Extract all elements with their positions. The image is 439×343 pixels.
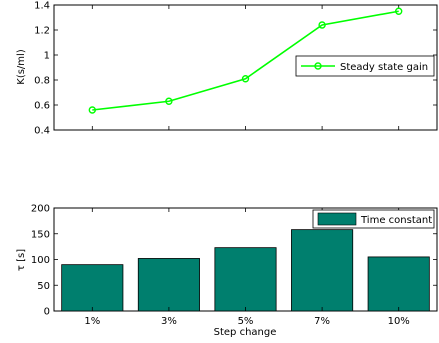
- x-tick-label: 1%: [84, 316, 100, 327]
- bar: [291, 229, 354, 312]
- series-steady-state-gain: [88, 7, 403, 114]
- data-point: [165, 97, 173, 105]
- legend-swatch: [317, 212, 357, 226]
- data-point: [88, 106, 97, 114]
- data-point: [318, 21, 326, 29]
- bar: [137, 258, 200, 312]
- y-tick-label: 200: [31, 204, 50, 215]
- legend: Steady state gain: [295, 55, 435, 77]
- data-point: [395, 7, 403, 15]
- y-tick-label: 1: [44, 51, 50, 62]
- legend-label: Time constant: [360, 215, 432, 226]
- x-axis: [91, 5, 400, 130]
- series-line: [92, 10, 399, 111]
- y-tick-label: 0.6: [34, 101, 50, 112]
- y-tick-label: 1.4: [34, 1, 50, 12]
- x-tick-label: 3%: [161, 316, 177, 327]
- data-point: [241, 75, 250, 83]
- legend: Time constant: [312, 209, 435, 229]
- y-tick-label: 1.2: [34, 26, 50, 37]
- x-tick-label: 5%: [238, 316, 254, 327]
- x-tick-label: 10%: [388, 316, 410, 327]
- y-axis-label: K(s/ml): [16, 49, 27, 85]
- y-axis: 0 50 100 150 200: [31, 204, 437, 318]
- y-tick-label: 0: [44, 307, 50, 318]
- y-axis-label: τ [s]: [16, 249, 27, 271]
- x-tick-label: 7%: [314, 316, 330, 327]
- x-axis-label: Step change: [214, 327, 277, 338]
- y-tick-label: 0.4: [34, 126, 50, 137]
- time-constant-bar-chart: 0 50 100 150 200 1% 3% 5% 7% 10% τ [s] Step chan…: [16, 204, 438, 338]
- bar: [214, 247, 277, 312]
- legend-box: [295, 55, 435, 77]
- series-time-constant: [61, 229, 430, 312]
- bar: [367, 256, 430, 312]
- y-tick-label: 100: [31, 255, 50, 266]
- y-tick-label: 0.8: [34, 76, 50, 87]
- bar: [61, 264, 124, 312]
- y-tick-label: 50: [37, 281, 50, 292]
- y-axis: 0.4 0.6 0.8 1 1.2 1.4: [34, 1, 437, 137]
- gain-line-chart: 0.4 0.6 0.8 1 1.2 1.4 K(s/ml) Steady state ga…: [16, 1, 438, 137]
- legend-marker-swatch: [314, 62, 322, 70]
- legend-label: Steady state gain: [340, 62, 428, 73]
- y-tick-label: 150: [31, 229, 50, 240]
